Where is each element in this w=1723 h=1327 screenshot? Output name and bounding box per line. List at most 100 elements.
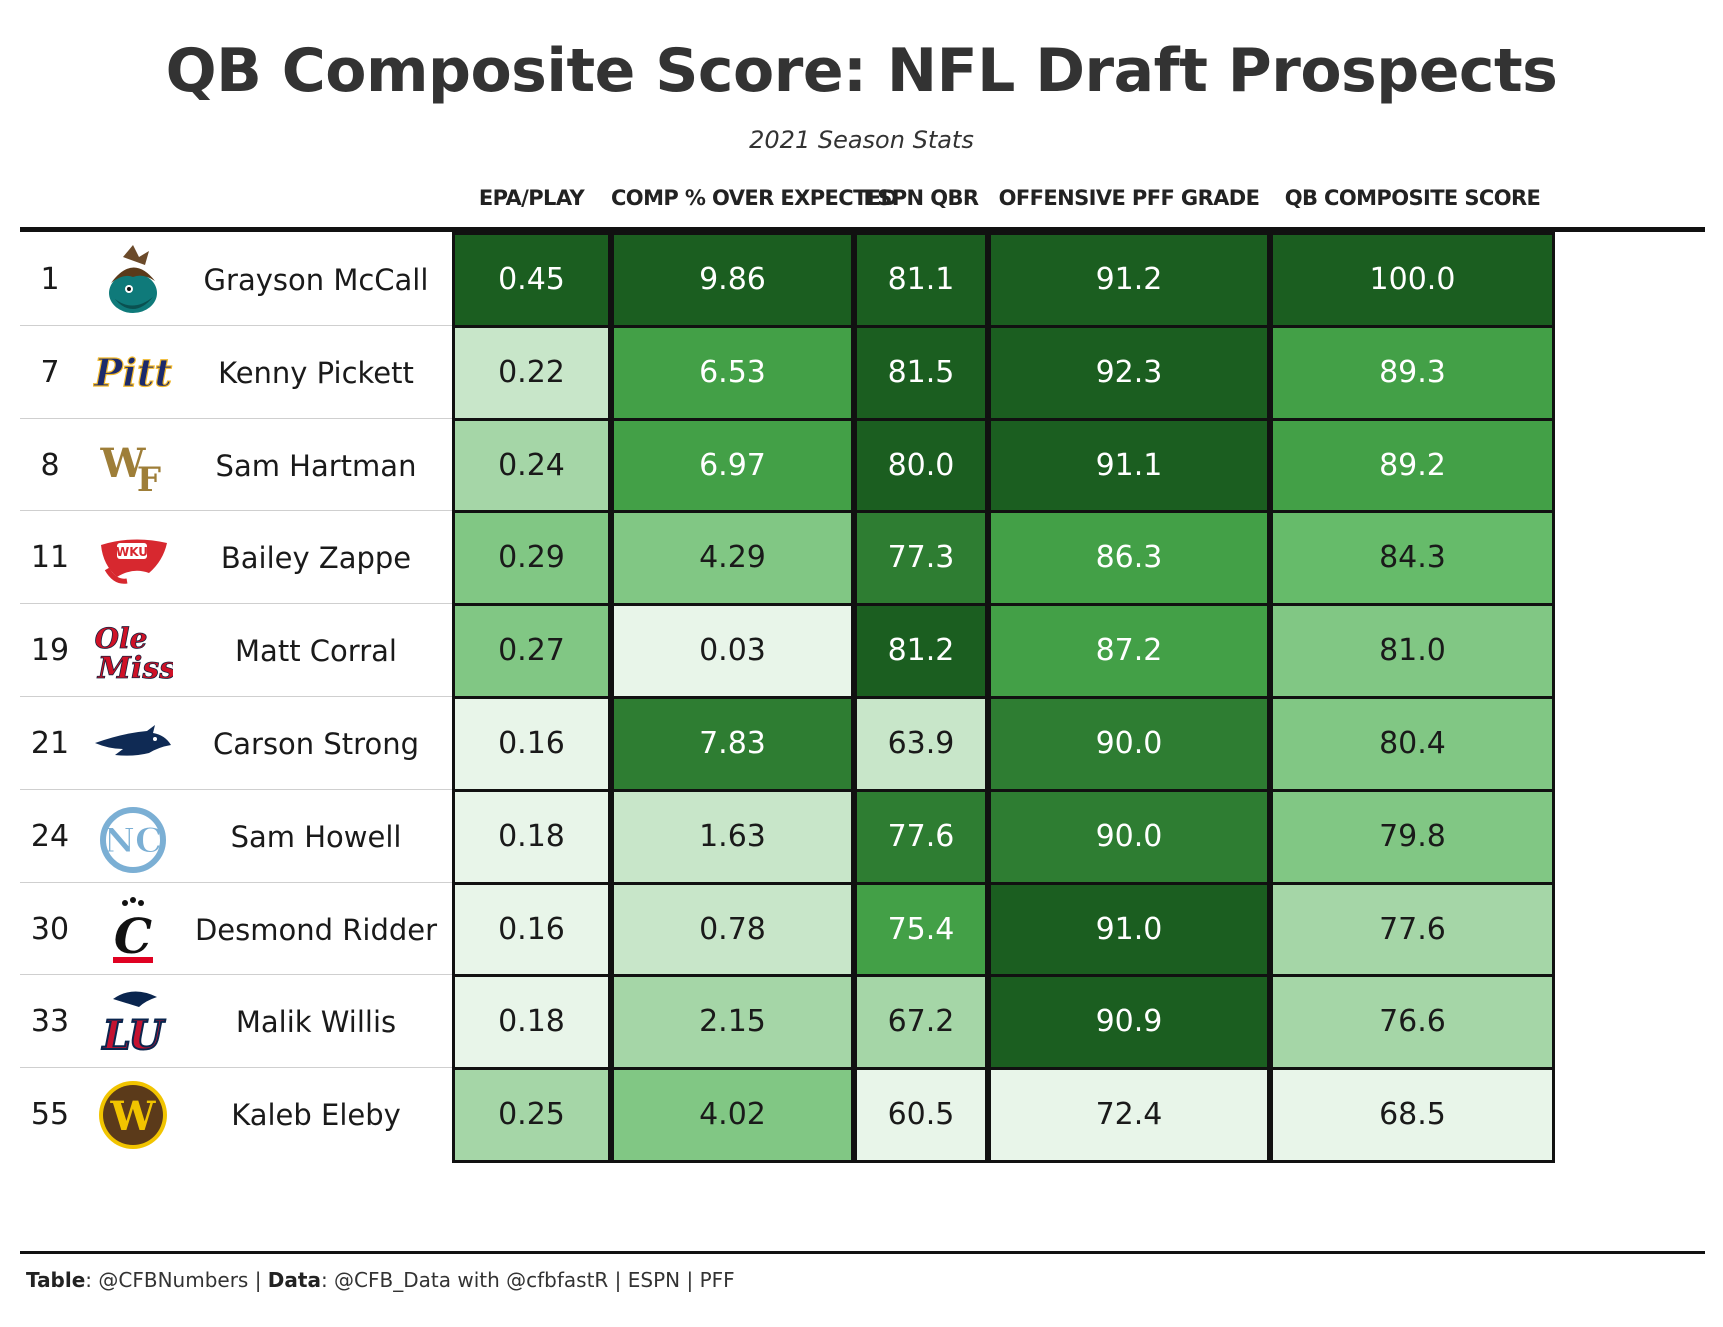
svg-text:W: W — [110, 1093, 157, 1140]
row-divider — [20, 788, 452, 790]
cell-5: 77.6 — [1270, 881, 1555, 978]
wku-logo: WKU — [93, 521, 175, 595]
svg-text:F: F — [137, 460, 161, 500]
cell-5: 84.3 — [1270, 510, 1555, 607]
cincinnati-logo: C — [93, 893, 175, 967]
cell-2: 1.63 — [611, 788, 854, 885]
cell-3: 81.5 — [854, 324, 988, 421]
cell-5: 80.4 — [1270, 696, 1555, 792]
row-rank: 19 — [30, 633, 70, 669]
cell-2: 2.15 — [611, 974, 854, 1071]
row-divider — [20, 603, 452, 605]
footer-table-label: Table — [26, 1268, 86, 1292]
svg-text:Pitt: Pitt — [93, 350, 173, 395]
table-row: 21 Carson Strong 0.16 7.83 63.9 90.0 80.4 — [20, 696, 1705, 792]
row-divider — [20, 1067, 452, 1069]
cell-5: 81.0 — [1270, 603, 1555, 700]
cell-5: 89.3 — [1270, 324, 1555, 421]
cell-2: 7.83 — [611, 696, 854, 792]
player-name: Grayson McCall — [203, 263, 429, 297]
cell-1: 0.18 — [452, 788, 611, 885]
cell-4: 92.3 — [988, 324, 1270, 421]
cell-3: 81.1 — [854, 232, 988, 328]
column-header-2: COMP % OVER EXPECTED — [611, 186, 898, 210]
chart-subtitle: 2021 Season Stats — [749, 126, 974, 154]
table-row: 24 NC Sam Howell 0.18 1.63 77.6 90.0 79.8 — [20, 788, 1705, 885]
cell-4: 91.0 — [988, 881, 1270, 978]
player-name: Matt Corral — [235, 634, 397, 669]
cell-4: 90.9 — [988, 974, 1270, 1071]
cell-2: 0.78 — [611, 881, 854, 978]
player-name: Kaleb Eleby — [231, 1098, 401, 1133]
cell-4: 87.2 — [988, 603, 1270, 700]
player-name: Bailey Zappe — [220, 541, 412, 576]
cell-1: 0.45 — [452, 232, 611, 328]
cell-3: 81.2 — [854, 603, 988, 700]
cell-3: 77.6 — [854, 788, 988, 885]
player-name: Sam Howell — [230, 819, 402, 854]
player-name: Kenny Pickett — [218, 355, 414, 390]
coastal-carolina-logo — [93, 243, 175, 317]
cell-4: 86.3 — [988, 510, 1270, 607]
table-row: 11 WKU Bailey Zappe 0.29 4.29 77.3 86.3 84.3 — [20, 510, 1705, 607]
chart-title: QB Composite Score: NFL Draft Prospects — [165, 36, 1558, 106]
cell-3: 60.5 — [854, 1067, 988, 1164]
cell-1: 0.16 — [452, 696, 611, 792]
svg-text:NC: NC — [104, 821, 162, 861]
cell-2: 4.29 — [611, 510, 854, 607]
table-top-rule — [20, 227, 1705, 232]
cell-1: 0.22 — [452, 324, 611, 421]
svg-text:Miss: Miss — [97, 651, 173, 686]
ole-miss-logo: Ole Miss — [93, 614, 177, 688]
cell-3: 63.9 — [854, 696, 988, 792]
table-row: 1 Grayson McCall 0.45 9.86 81.1 91.2 100.0 — [20, 232, 1705, 328]
row-rank: 21 — [30, 726, 70, 761]
row-rank: 33 — [30, 1004, 70, 1040]
cell-1: 0.29 — [452, 510, 611, 607]
cell-1: 0.24 — [452, 417, 611, 514]
nevada-logo — [93, 707, 175, 781]
cell-2: 9.86 — [611, 232, 854, 328]
cell-1: 0.25 — [452, 1067, 611, 1164]
cell-2: 0.03 — [611, 603, 854, 700]
cell-1: 0.16 — [452, 881, 611, 978]
unc-logo: NC — [93, 800, 175, 874]
svg-text:C: C — [114, 909, 152, 965]
row-divider — [20, 881, 452, 883]
cell-5: 68.5 — [1270, 1067, 1555, 1164]
svg-text:Ole: Ole — [95, 622, 148, 655]
cell-4: 72.4 — [988, 1067, 1270, 1164]
row-rank: 7 — [40, 354, 60, 390]
cell-2: 4.02 — [611, 1067, 854, 1164]
cell-5: 79.8 — [1270, 788, 1555, 885]
cell-5: 89.2 — [1270, 417, 1555, 514]
table-row: 55 W Kaleb Eleby 0.25 4.02 60.5 72.4 68.5 — [20, 1067, 1705, 1164]
cell-4: 90.0 — [988, 788, 1270, 885]
western-michigan-logo: W — [93, 1078, 175, 1152]
row-rank: 24 — [30, 818, 70, 854]
column-header-5: QB COMPOSITE SCORE — [1284, 186, 1541, 210]
cell-3: 75.4 — [854, 881, 988, 978]
liberty-logo: LU — [93, 985, 175, 1060]
table-row: 33 LU Malik Willis 0.18 2.15 67.2 90.9 76.6 — [20, 974, 1705, 1071]
table-bottom-rule — [20, 1251, 1705, 1254]
svg-text:W: W — [100, 440, 147, 487]
footer-data-value: : @CFB_Data with @cfbfastR | ESPN | PFF — [320, 1268, 735, 1292]
row-rank: 30 — [30, 911, 70, 947]
row-divider — [20, 974, 452, 976]
svg-text:WKU: WKU — [116, 545, 148, 559]
cell-3: 80.0 — [854, 417, 988, 514]
column-header-4: OFFENSIVE PFF GRADE — [998, 186, 1260, 210]
row-divider — [20, 417, 452, 419]
row-divider — [20, 510, 452, 512]
player-name: Sam Hartman — [215, 448, 417, 483]
cell-3: 67.2 — [854, 974, 988, 1071]
table-row: 19 Ole Miss Matt Corral 0.27 0.03 81.2 87.2 81.0 — [20, 603, 1705, 700]
footer-credits: Table: @CFBNumbers | Data: @CFB_Data wit… — [26, 1268, 735, 1292]
column-header-1: EPA/PLAY — [478, 186, 585, 210]
row-divider — [20, 324, 452, 326]
cell-1: 0.18 — [452, 974, 611, 1071]
cell-1: 0.27 — [452, 603, 611, 700]
row-divider — [20, 696, 452, 697]
